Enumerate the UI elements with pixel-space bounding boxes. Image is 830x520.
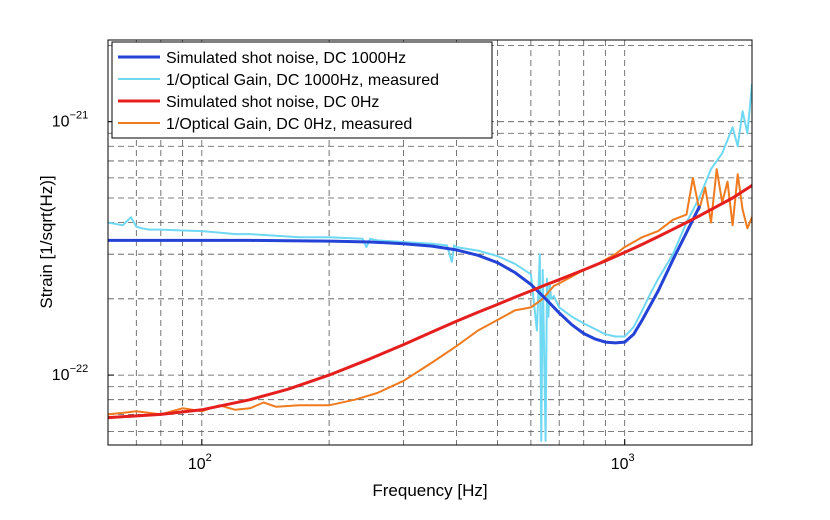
series-line-4 xyxy=(108,168,752,416)
series-line-2 xyxy=(108,83,752,442)
y-axis-label: Strain [1/sqrt(Hz)] xyxy=(37,175,56,308)
y-tick-label: 10−22 xyxy=(52,363,88,384)
legend-label-1: Simulated shot noise, DC 1000Hz xyxy=(166,50,406,67)
series-line-1 xyxy=(108,205,701,345)
x-tick-label: 103 xyxy=(611,452,635,473)
series-group xyxy=(108,83,752,442)
legend: Simulated shot noise, DC 1000Hz 1/Optical… xyxy=(111,41,493,139)
x-tick-label: 102 xyxy=(188,452,212,473)
plot-frame xyxy=(107,39,753,446)
legend-label-3: Simulated shot noise, DC 0Hz xyxy=(166,94,379,111)
legend-box xyxy=(111,41,493,139)
series-line-3 xyxy=(108,184,752,420)
legend-label-4: 1/Optical Gain, DC 0Hz, measured xyxy=(166,116,412,133)
ticks: 102 103 10−22 10−21 xyxy=(52,110,635,473)
x-axis-label: Frequency [Hz] xyxy=(372,481,487,500)
legend-label-2: 1/Optical Gain, DC 1000Hz, measured xyxy=(166,72,439,89)
y-tick-label: 10−21 xyxy=(52,110,88,131)
